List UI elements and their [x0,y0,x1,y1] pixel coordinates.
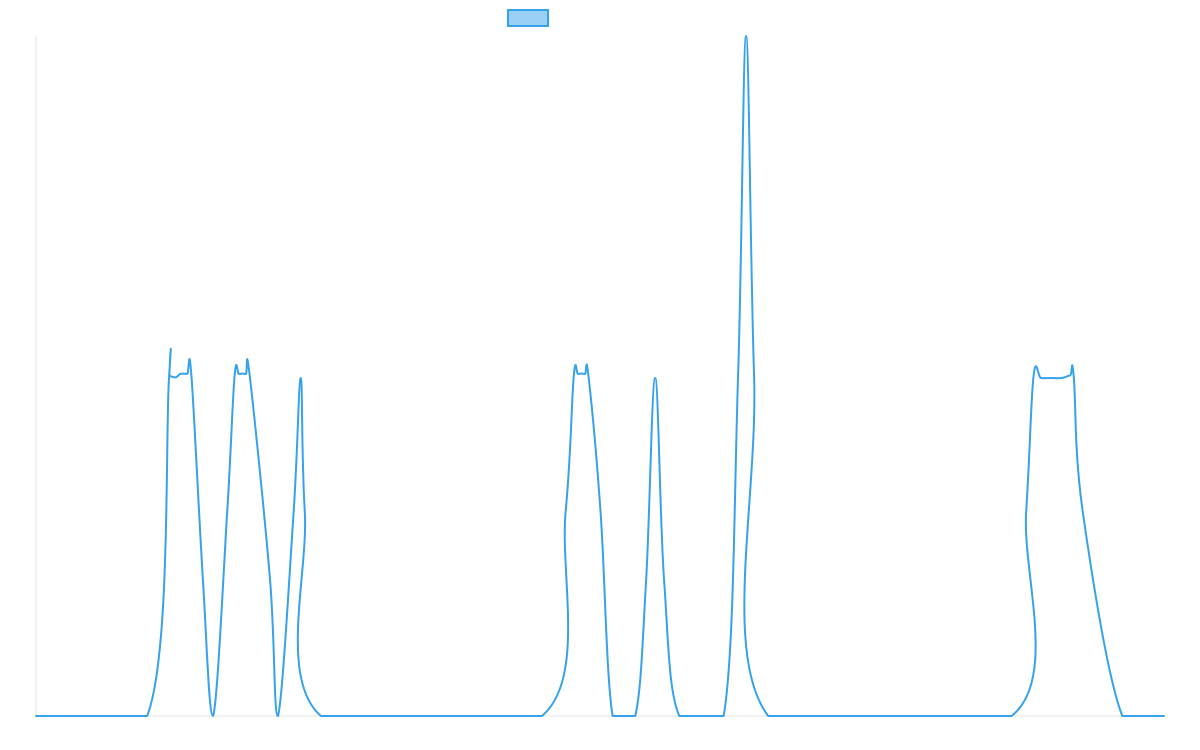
legend-swatch [507,9,549,27]
series-line [35,35,1165,718]
